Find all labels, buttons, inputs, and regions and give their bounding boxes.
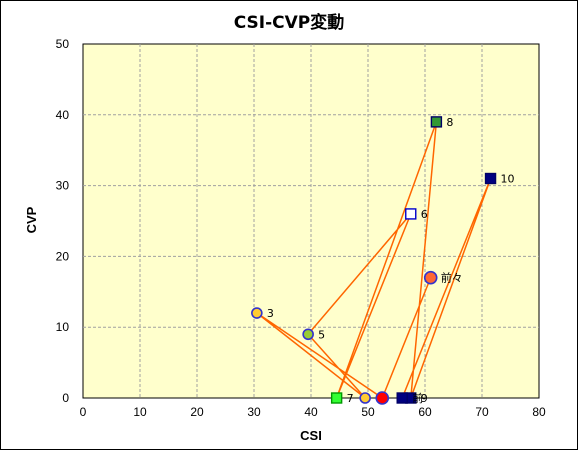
point-label: 前々 (441, 271, 463, 285)
x-tick-label: 70 (475, 405, 489, 419)
data-point (330, 392, 343, 404)
data-point (396, 392, 408, 404)
x-tick-label: 10 (133, 405, 147, 419)
y-tick-label: 30 (56, 179, 70, 193)
data-point (359, 392, 371, 404)
data-point (251, 307, 263, 319)
x-tick-label: 40 (304, 405, 318, 419)
x-tick-label: 20 (190, 405, 204, 419)
point-label: 前 (412, 391, 423, 405)
data-point (405, 208, 417, 220)
x-tick-label: 80 (532, 405, 546, 419)
data-point (375, 391, 390, 405)
point-label: 3 (267, 307, 274, 320)
point-label: 8 (446, 116, 453, 129)
x-tick-label: 50 (361, 405, 375, 419)
data-point (430, 116, 443, 128)
data-point (423, 270, 438, 285)
y-tick-label: 40 (56, 108, 70, 122)
x-tick-label: 0 (80, 405, 87, 419)
chart-title: CSI-CVP変動 (233, 13, 345, 33)
y-tick-label: 20 (56, 249, 70, 263)
point-label: 10 (501, 173, 515, 186)
x-tick-label: 30 (247, 405, 261, 419)
point-label: 7 (347, 392, 354, 405)
point-label: 9 (421, 392, 428, 405)
x-tick-label: 60 (418, 405, 432, 419)
data-point (302, 328, 314, 341)
y-tick-label: 50 (56, 37, 70, 51)
point-label: 5 (318, 328, 325, 341)
y-tick-label: 0 (62, 391, 69, 405)
y-axis-label: CVP (24, 206, 39, 233)
x-axis-label: CSI (300, 428, 322, 443)
point-label: 6 (421, 208, 428, 221)
data-point (484, 172, 497, 185)
y-tick-label: 10 (56, 320, 70, 334)
